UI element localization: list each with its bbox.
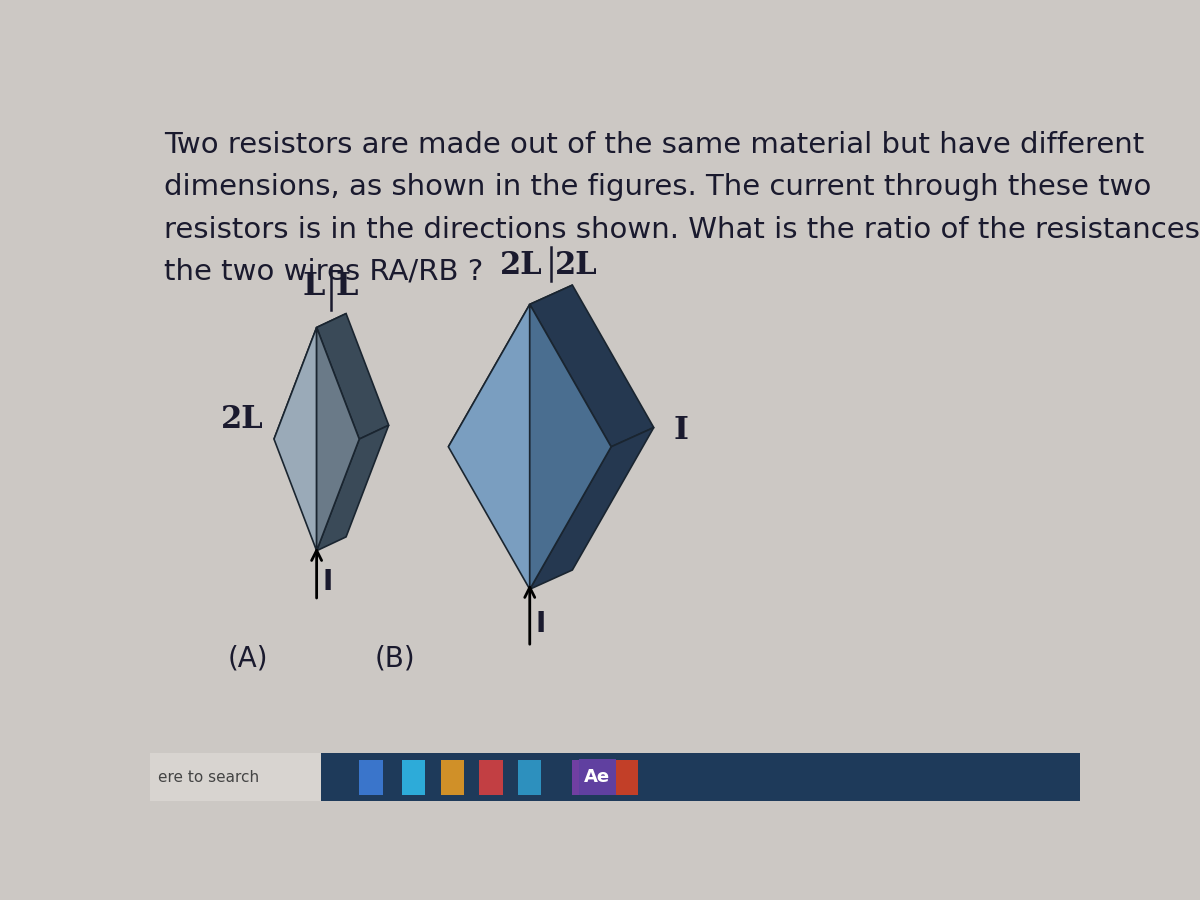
Polygon shape: [529, 428, 654, 590]
Bar: [150, 753, 320, 801]
Text: 2L: 2L: [221, 403, 264, 435]
Text: I: I: [536, 610, 546, 638]
Bar: [572, 760, 595, 795]
Bar: [518, 760, 541, 795]
Text: L: L: [302, 271, 325, 302]
Text: Two resistors are made out of the same material but have different
dimensions, a: Two resistors are made out of the same m…: [164, 131, 1200, 286]
Polygon shape: [449, 304, 529, 590]
Bar: [616, 760, 638, 795]
Text: L: L: [335, 271, 358, 302]
Bar: [359, 760, 383, 795]
Text: (B): (B): [374, 644, 415, 672]
Polygon shape: [274, 328, 317, 551]
Text: (A): (A): [228, 644, 268, 672]
Text: ere to search: ere to search: [157, 770, 259, 785]
Polygon shape: [529, 285, 654, 446]
Polygon shape: [274, 313, 346, 439]
Text: Ae: Ae: [584, 768, 611, 786]
Bar: [479, 760, 503, 795]
Polygon shape: [317, 425, 389, 551]
Bar: [402, 760, 425, 795]
Bar: [440, 760, 464, 795]
Polygon shape: [449, 285, 572, 446]
Text: 2L: 2L: [500, 250, 542, 282]
Text: I: I: [323, 568, 334, 596]
Polygon shape: [317, 328, 359, 551]
Text: 2L: 2L: [554, 250, 598, 282]
Polygon shape: [317, 313, 389, 439]
Text: I: I: [673, 415, 688, 446]
Bar: [578, 760, 616, 795]
Polygon shape: [529, 304, 611, 590]
Bar: [320, 753, 1080, 801]
